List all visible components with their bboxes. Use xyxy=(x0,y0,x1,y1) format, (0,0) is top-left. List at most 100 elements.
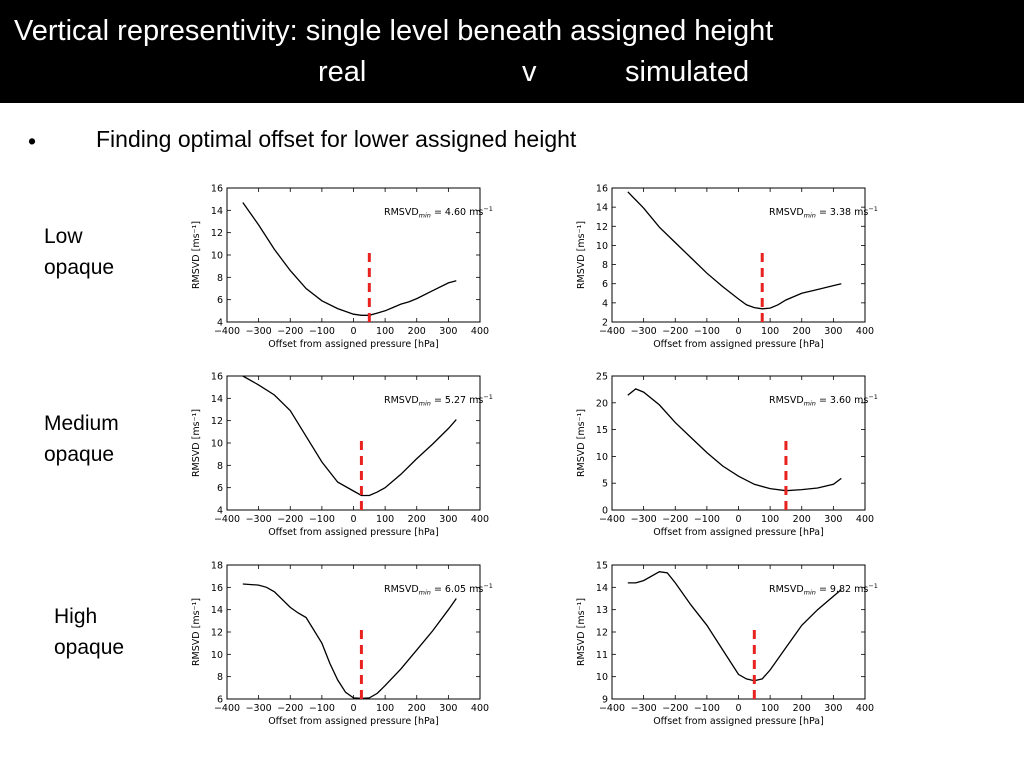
y-tick-label: 9 xyxy=(602,695,608,706)
x-tick-label: 300 xyxy=(824,326,842,337)
y-tick-label: 6 xyxy=(602,279,608,290)
y-tick-label: 15 xyxy=(596,425,608,436)
x-tick-label: 400 xyxy=(471,514,489,525)
x-tick-label: −300 xyxy=(246,703,272,714)
x-tick-label: −100 xyxy=(309,326,335,337)
rmsvd-line xyxy=(627,191,842,310)
y-axis-label: RMSVD [ms⁻¹] xyxy=(576,221,587,289)
x-tick-label: 300 xyxy=(439,703,457,714)
chart-medium-simulated: −400 −300 −200 −100 0 100 200 300 400 0 5 10 15 20 25 O… xyxy=(576,372,878,539)
column-label-simulated: simulated xyxy=(625,56,750,88)
x-tick-label: 100 xyxy=(376,514,394,525)
y-tick-label: 8 xyxy=(602,260,608,271)
row-label-line: opaque xyxy=(44,256,115,279)
x-axis-label: Offset from assigned pressure [hPa] xyxy=(653,527,824,538)
x-tick-label: 100 xyxy=(376,703,394,714)
x-tick-label: −400 xyxy=(599,326,625,337)
x-tick-label: 300 xyxy=(439,514,457,525)
x-tick-label: 200 xyxy=(408,703,426,714)
plot-frame xyxy=(226,564,481,700)
y-tick-label: 10 xyxy=(211,251,223,262)
bullet-text: Finding optimal offset for lower assigne… xyxy=(96,126,577,152)
y-tick-label: 14 xyxy=(596,203,608,214)
y-tick-label: 18 xyxy=(211,561,223,572)
x-tick-label: −100 xyxy=(694,514,720,525)
y-tick-label: 6 xyxy=(217,695,223,706)
y-tick-label: 10 xyxy=(596,452,608,463)
x-tick-label: 100 xyxy=(761,703,779,714)
x-tick-label: 300 xyxy=(439,326,457,337)
row-label-high: High opaque xyxy=(54,601,124,663)
x-tick-label: 200 xyxy=(793,703,811,714)
x-tick-label: −300 xyxy=(246,326,272,337)
x-tick-label: 0 xyxy=(350,703,356,714)
plot-frame xyxy=(226,375,481,511)
y-tick-label: 10 xyxy=(596,672,608,683)
rmsvd-line xyxy=(242,375,457,497)
y-tick-label: 14 xyxy=(211,206,223,217)
x-tick-label: −300 xyxy=(246,514,272,525)
y-tick-label: 5 xyxy=(602,479,608,490)
x-tick-label: −200 xyxy=(662,514,688,525)
x-tick-label: −300 xyxy=(631,326,657,337)
row-label-line: Medium xyxy=(44,412,119,435)
x-tick-label: −400 xyxy=(599,514,625,525)
x-tick-label: −400 xyxy=(214,326,240,337)
row-label-line: opaque xyxy=(44,443,115,466)
y-tick-label: 12 xyxy=(211,228,223,239)
x-tick-label: 100 xyxy=(761,326,779,337)
y-tick-label: 13 xyxy=(596,605,608,616)
y-axis-label: RMSVD [ms⁻¹] xyxy=(191,221,202,289)
x-tick-label: 400 xyxy=(471,703,489,714)
x-tick-label: 400 xyxy=(856,326,874,337)
row-label-medium: Medium opaque xyxy=(44,408,119,470)
y-tick-label: 12 xyxy=(596,628,608,639)
x-tick-label: −200 xyxy=(662,326,688,337)
rmsvd-line xyxy=(627,571,842,682)
x-tick-label: 100 xyxy=(761,514,779,525)
rmsvd-line xyxy=(627,388,842,492)
x-axis-label: Offset from assigned pressure [hPa] xyxy=(653,716,824,727)
y-tick-label: 25 xyxy=(596,372,608,383)
x-tick-label: 0 xyxy=(350,514,356,525)
x-axis-label: Offset from assigned pressure [hPa] xyxy=(268,527,439,538)
y-axis-label: RMSVD [ms⁻¹] xyxy=(191,409,202,477)
y-tick-label: 2 xyxy=(602,318,608,329)
x-tick-label: −200 xyxy=(277,703,303,714)
x-tick-label: −300 xyxy=(631,514,657,525)
row-label-line: Low xyxy=(44,225,83,248)
rmsvd-min-annotation: RMSVDmin = 3.60 ms−1 xyxy=(769,393,878,408)
title-bar: Vertical representivity: single level be… xyxy=(0,0,1024,103)
y-tick-label: 6 xyxy=(217,295,223,306)
y-axis-label: RMSVD [ms⁻¹] xyxy=(576,598,587,666)
y-tick-label: 20 xyxy=(596,398,608,409)
column-label-real: real xyxy=(318,56,367,88)
y-tick-label: 12 xyxy=(211,416,223,427)
x-tick-label: 200 xyxy=(793,326,811,337)
plot-frame xyxy=(611,375,866,511)
x-tick-label: 100 xyxy=(376,326,394,337)
chart-low-simulated: −400 −300 −200 −100 0 100 200 300 400 2 4 6 8 10 12 14 1… xyxy=(576,184,878,351)
column-label-versus: v xyxy=(522,56,537,88)
x-tick-label: −400 xyxy=(214,514,240,525)
y-tick-label: 10 xyxy=(596,241,608,252)
y-axis-label: RMSVD [ms⁻¹] xyxy=(576,409,587,477)
x-tick-label: −200 xyxy=(277,514,303,525)
rmsvd-min-annotation: RMSVDmin = 6.05 ms−1 xyxy=(384,582,493,597)
x-tick-label: 200 xyxy=(408,514,426,525)
y-tick-label: 0 xyxy=(602,506,608,517)
y-tick-label: 8 xyxy=(217,461,223,472)
y-tick-label: 4 xyxy=(602,298,608,309)
y-tick-label: 8 xyxy=(217,273,223,284)
x-tick-label: 300 xyxy=(824,514,842,525)
x-tick-label: −100 xyxy=(694,326,720,337)
y-tick-label: 16 xyxy=(211,184,223,195)
x-tick-label: −200 xyxy=(277,326,303,337)
x-tick-label: −100 xyxy=(309,514,335,525)
x-tick-label: −300 xyxy=(631,703,657,714)
row-label-line: High xyxy=(54,605,98,628)
x-axis-label: Offset from assigned pressure [hPa] xyxy=(268,339,439,350)
y-tick-label: 14 xyxy=(211,605,223,616)
x-tick-label: 0 xyxy=(735,514,741,525)
y-tick-label: 4 xyxy=(217,318,223,329)
